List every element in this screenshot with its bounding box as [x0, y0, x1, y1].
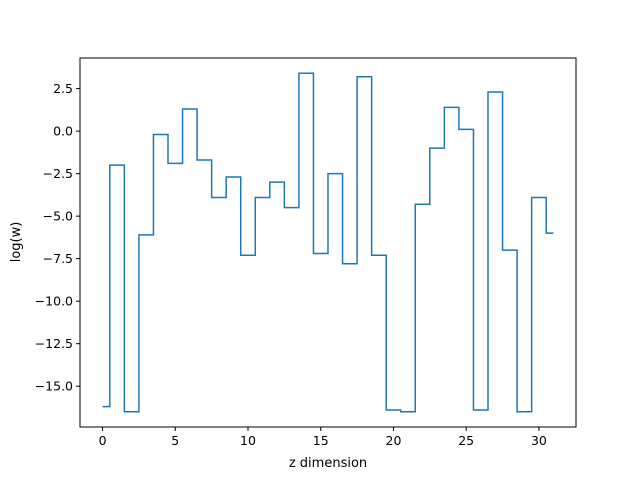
y-tick-label: −10.0 — [35, 294, 73, 309]
axes-frame — [79, 57, 577, 428]
x-axis-label: z dimension — [289, 456, 367, 471]
y-tick-label: −15.0 — [35, 379, 73, 394]
x-tick-label: 5 — [171, 433, 179, 448]
x-tick-label: 10 — [240, 433, 256, 448]
y-tick-label: 0.0 — [53, 124, 73, 139]
y-tick-label: −7.5 — [43, 251, 73, 266]
series-line-0 — [102, 72, 554, 413]
y-tick-label: −2.5 — [43, 166, 73, 181]
plot-layer — [102, 72, 554, 413]
x-ticks: 0 5 10 15 20 25 30 — [99, 427, 547, 448]
x-tick-label: 30 — [531, 433, 547, 448]
y-tick-label: −5.0 — [43, 209, 73, 224]
x-tick-label: 0 — [99, 433, 107, 448]
x-tick-label: 15 — [313, 433, 329, 448]
y-ticks: 2.5 0.0 −2.5 −5.0 −7.5 −10.0 −12.5 −15.0 — [35, 81, 80, 394]
y-tick-label: 2.5 — [53, 81, 73, 96]
y-tick-label: −12.5 — [35, 336, 73, 351]
x-tick-label: 20 — [386, 433, 402, 448]
y-axis-label: log(w) — [9, 222, 24, 263]
x-tick-label: 25 — [458, 433, 474, 448]
